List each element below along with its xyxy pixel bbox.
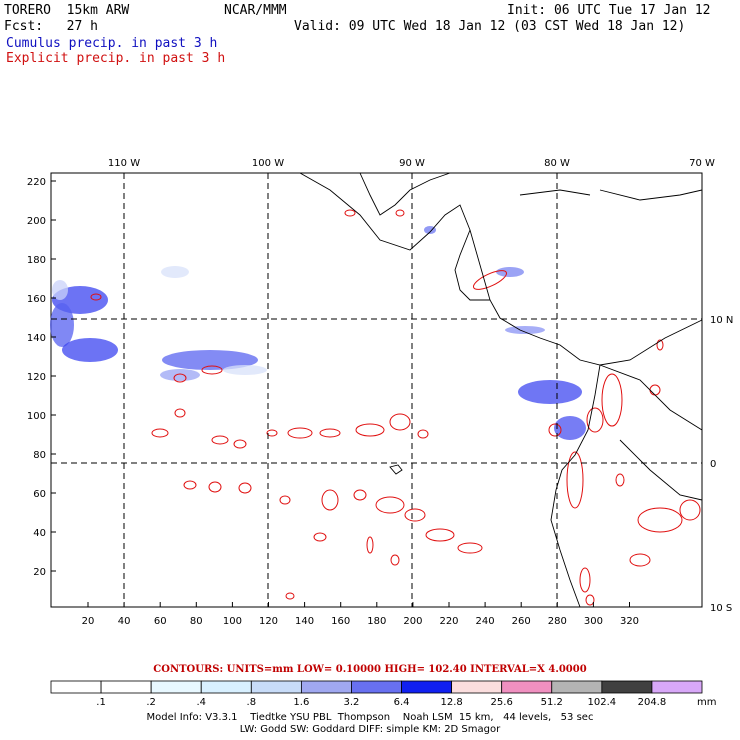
bottom-tick-label: 120: [259, 616, 278, 627]
lat-label-10s: 10 S: [710, 603, 732, 614]
bottom-tick-label: 240: [476, 616, 495, 627]
bottom-tick-label: 220: [439, 616, 458, 627]
colorbar-swatch: [401, 680, 453, 694]
left-axis-ticks: 220 200 180 160 140 120 100 80 60 40 20: [27, 177, 56, 578]
bottom-tick-label: 60: [154, 616, 167, 627]
left-tick-label: 160: [27, 294, 46, 305]
lon-label-90w: 90 W: [399, 158, 425, 169]
lat-label-0: 0: [710, 459, 716, 470]
left-tick-label: 200: [27, 216, 46, 227]
colorbar-level-label: 204.8: [638, 697, 667, 708]
left-tick-label: 120: [27, 372, 46, 383]
colorbar-level-label: 102.4: [588, 697, 617, 708]
colorbar-level-label: .4: [196, 697, 206, 708]
bottom-axis-ticks: 20 40 60 80 100 120 140 160 180 200 220 240 260 280 30…: [82, 602, 639, 627]
bottom-tick-label: 160: [331, 616, 350, 627]
header-institution: NCAR/MMM: [224, 3, 287, 18]
bottom-tick-label: 140: [295, 616, 314, 627]
lon-label-80w: 80 W: [544, 158, 570, 169]
colorbar-swatch: [451, 680, 503, 694]
colorbar-swatch: [300, 680, 352, 694]
left-tick-label: 140: [27, 333, 46, 344]
lon-label-70w: 70 W: [689, 158, 715, 169]
precip-explicit-contours: [90, 209, 701, 606]
colorbar-swatch: [200, 680, 252, 694]
bottom-tick-label: 100: [223, 616, 242, 627]
colorbar-swatch: [150, 680, 202, 694]
header-init-time: Init: 06 UTC Tue 17 Jan 12: [507, 3, 711, 18]
colorbar-swatch: [651, 680, 703, 694]
left-tick-label: 100: [27, 411, 46, 422]
left-tick-label: 60: [33, 489, 46, 500]
model-info: Model Info: V3.3.1 Tiedtke YSU PBL Thomp…: [0, 712, 740, 736]
colorbar-swatch: [351, 680, 402, 694]
colorbar-swatch: [501, 680, 553, 694]
header-model-name: TORERO 15km ARW: [4, 3, 130, 18]
colorbar-swatch: [601, 680, 653, 694]
lon-label-110w: 110 W: [108, 158, 140, 169]
header-valid-time: Valid: 09 UTC Wed 18 Jan 12 (03 CST Wed …: [294, 19, 686, 34]
colorbar-level-label: 1.6: [293, 697, 309, 708]
colorbar-unit: mm: [697, 697, 716, 708]
model-info-line2: LW: Godd SW: Goddard DIFF: simple KM: 2D…: [239, 724, 501, 735]
bottom-tick-label: 320: [620, 616, 639, 627]
colorbar-swatch: [250, 680, 302, 694]
colorbar-level-label: .2: [146, 697, 156, 708]
legend-explicit-precip: Explicit precip. in past 3 h: [6, 51, 226, 66]
bottom-tick-label: 40: [118, 616, 131, 627]
precip-cumulus-fields: [50, 226, 586, 440]
colorbar-level-label: .1: [96, 697, 106, 708]
colorbar-level-label: 3.2: [344, 697, 360, 708]
bottom-tick-label: 180: [367, 616, 386, 627]
colorbar-swatch: [100, 680, 152, 694]
colorbar-level-label: 25.6: [491, 697, 513, 708]
grid-lines: [51, 173, 702, 607]
colorbar-level-label: 12.8: [440, 697, 462, 708]
colorbar: .1 .2 .4 .8 1.6 3.2 6.4 12.8 25.6 51.2 102.4 204.8: [50, 680, 703, 708]
left-tick-label: 80: [33, 450, 46, 461]
left-tick-label: 40: [33, 528, 46, 539]
plot-frame: [50, 172, 703, 608]
bottom-tick-label: 260: [512, 616, 531, 627]
bottom-tick-label: 200: [403, 616, 422, 627]
coastline-borders: [299, 172, 703, 608]
colorbar-swatch: [551, 680, 603, 694]
left-tick-label: 220: [27, 177, 46, 188]
colorbar-level-label: 51.2: [541, 697, 563, 708]
lon-label-100w: 100 W: [252, 158, 284, 169]
left-tick-label: 20: [33, 567, 46, 578]
bottom-tick-label: 280: [548, 616, 567, 627]
contour-info: CONTOURS: UNITS=mm LOW= 0.10000 HIGH= 10…: [153, 664, 587, 675]
bottom-tick-label: 300: [584, 616, 603, 627]
bottom-tick-label: 80: [190, 616, 203, 627]
bottom-tick-label: 20: [82, 616, 95, 627]
lat-label-10n: 10 N: [710, 315, 733, 326]
model-info-line1: Model Info: V3.3.1 Tiedtke YSU PBL Thomp…: [146, 712, 594, 723]
colorbar-level-label: .8: [247, 697, 257, 708]
colorbar-swatch: [50, 680, 102, 694]
left-tick-label: 180: [27, 255, 46, 266]
colorbar-level-label: 6.4: [394, 697, 410, 708]
header-forecast-hour: Fcst: 27 h: [4, 19, 98, 34]
legend-cumulus-precip: Cumulus precip. in past 3 h: [6, 36, 218, 51]
